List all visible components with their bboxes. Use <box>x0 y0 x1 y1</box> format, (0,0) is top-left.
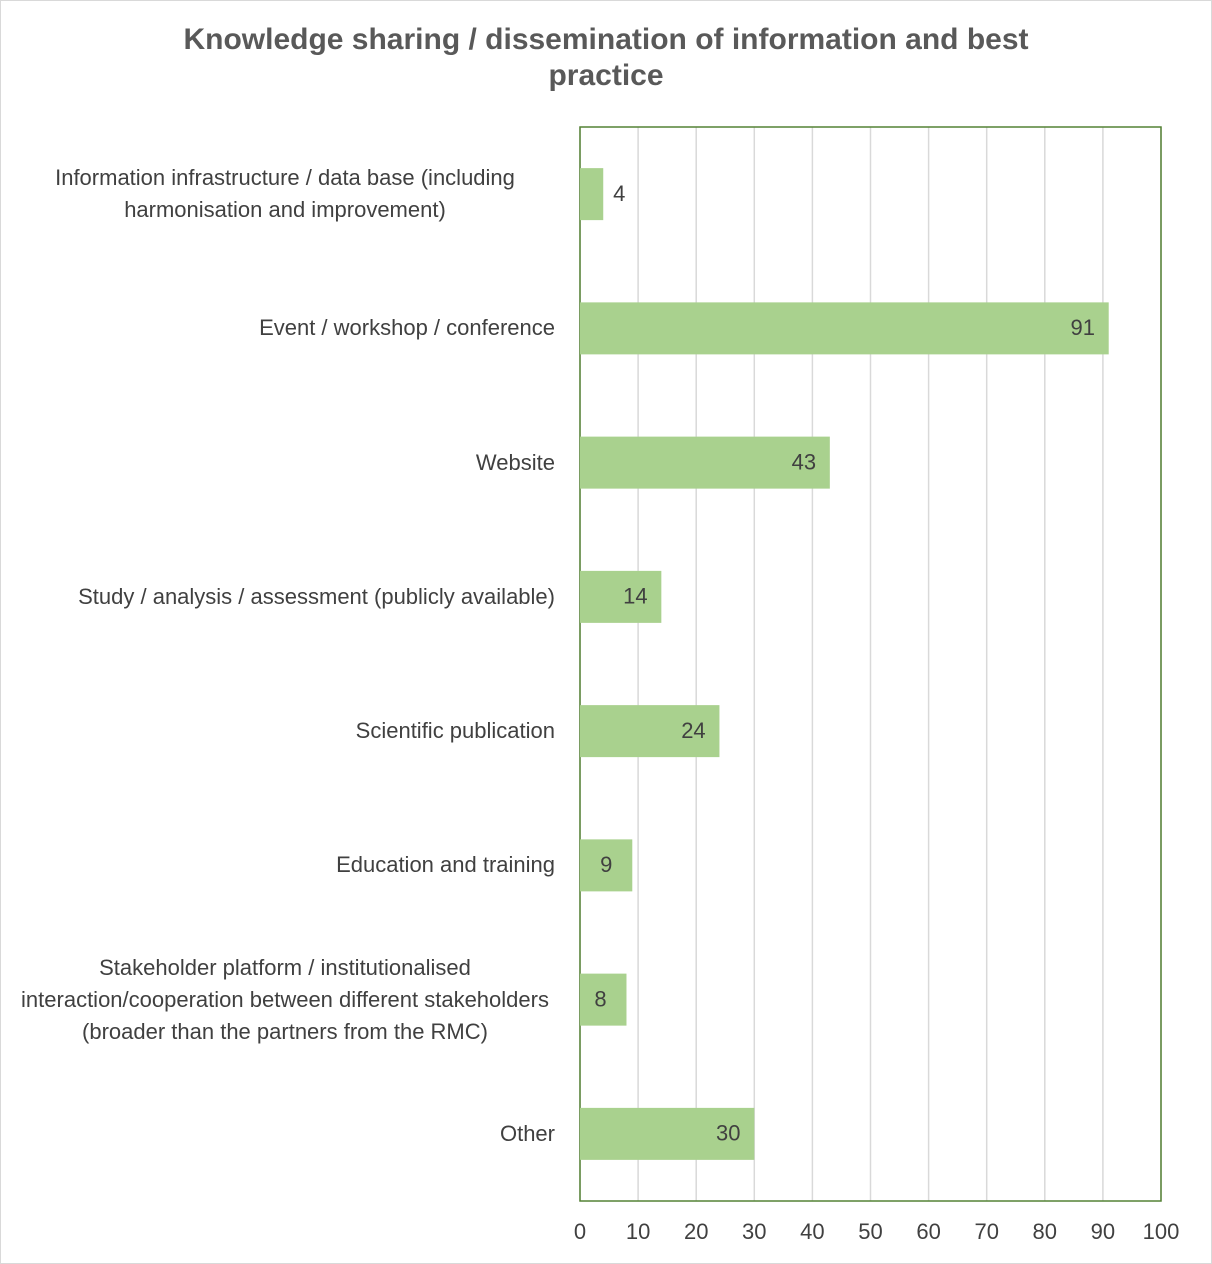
bar <box>580 1107 755 1160</box>
data-label: 43 <box>792 449 816 474</box>
y-tick-label-box: Information infrastructure / data base (… <box>15 114 555 274</box>
y-tick-label: Event / workshop / conference <box>259 315 555 341</box>
x-tick-label: 90 <box>1091 1219 1115 1244</box>
y-tick-label-box: Other <box>15 1054 555 1214</box>
y-tick-label: Study / analysis / assessment (publicly … <box>78 583 555 609</box>
x-tick-label: 20 <box>684 1219 708 1244</box>
bar <box>580 168 604 221</box>
bar <box>580 302 1109 355</box>
x-tick-label: 40 <box>800 1219 824 1244</box>
x-tick-label: 100 <box>1143 1219 1180 1244</box>
plot-border <box>579 126 1162 1202</box>
y-tick-label: Website <box>475 449 555 475</box>
data-label: 9 <box>600 852 612 877</box>
data-label: 8 <box>594 986 606 1011</box>
bar <box>580 705 720 758</box>
y-tick-label-box: Event / workshop / conference <box>15 248 555 408</box>
y-tick-label-box: Study / analysis / assessment (publicly … <box>15 517 555 677</box>
bar <box>580 436 830 489</box>
y-tick-label-box: Scientific publication <box>15 651 555 811</box>
x-tick-label: 30 <box>742 1219 766 1244</box>
y-tick-label: Information infrastructure / data base (… <box>55 165 515 223</box>
data-label: 14 <box>623 584 647 609</box>
y-tick-label: Scientific publication <box>355 718 555 744</box>
y-tick-label: Education and training <box>336 852 555 878</box>
data-label: 24 <box>681 718 705 743</box>
data-label: 4 <box>613 181 625 206</box>
y-tick-label: Stakeholder platform / institutionalised… <box>21 954 549 1044</box>
data-label: 91 <box>1070 315 1094 340</box>
chart-title: Knowledge sharing / dissemination of inf… <box>183 23 1029 92</box>
x-tick-label: 10 <box>626 1219 650 1244</box>
y-tick-label-box: Stakeholder platform / institutionalised… <box>15 920 555 1080</box>
bar <box>580 839 633 892</box>
x-tick-label: 80 <box>1033 1219 1057 1244</box>
bar <box>580 973 627 1026</box>
y-tick-label-box: Website <box>15 383 555 543</box>
y-tick-label-box: Education and training <box>15 785 555 945</box>
x-tick-label: 0 <box>574 1219 586 1244</box>
bar <box>580 570 662 623</box>
x-tick-label: 50 <box>858 1219 882 1244</box>
x-tick-label: 60 <box>916 1219 940 1244</box>
y-tick-label: Other <box>499 1120 555 1146</box>
data-label: 30 <box>716 1121 740 1146</box>
x-tick-label: 70 <box>974 1219 998 1244</box>
